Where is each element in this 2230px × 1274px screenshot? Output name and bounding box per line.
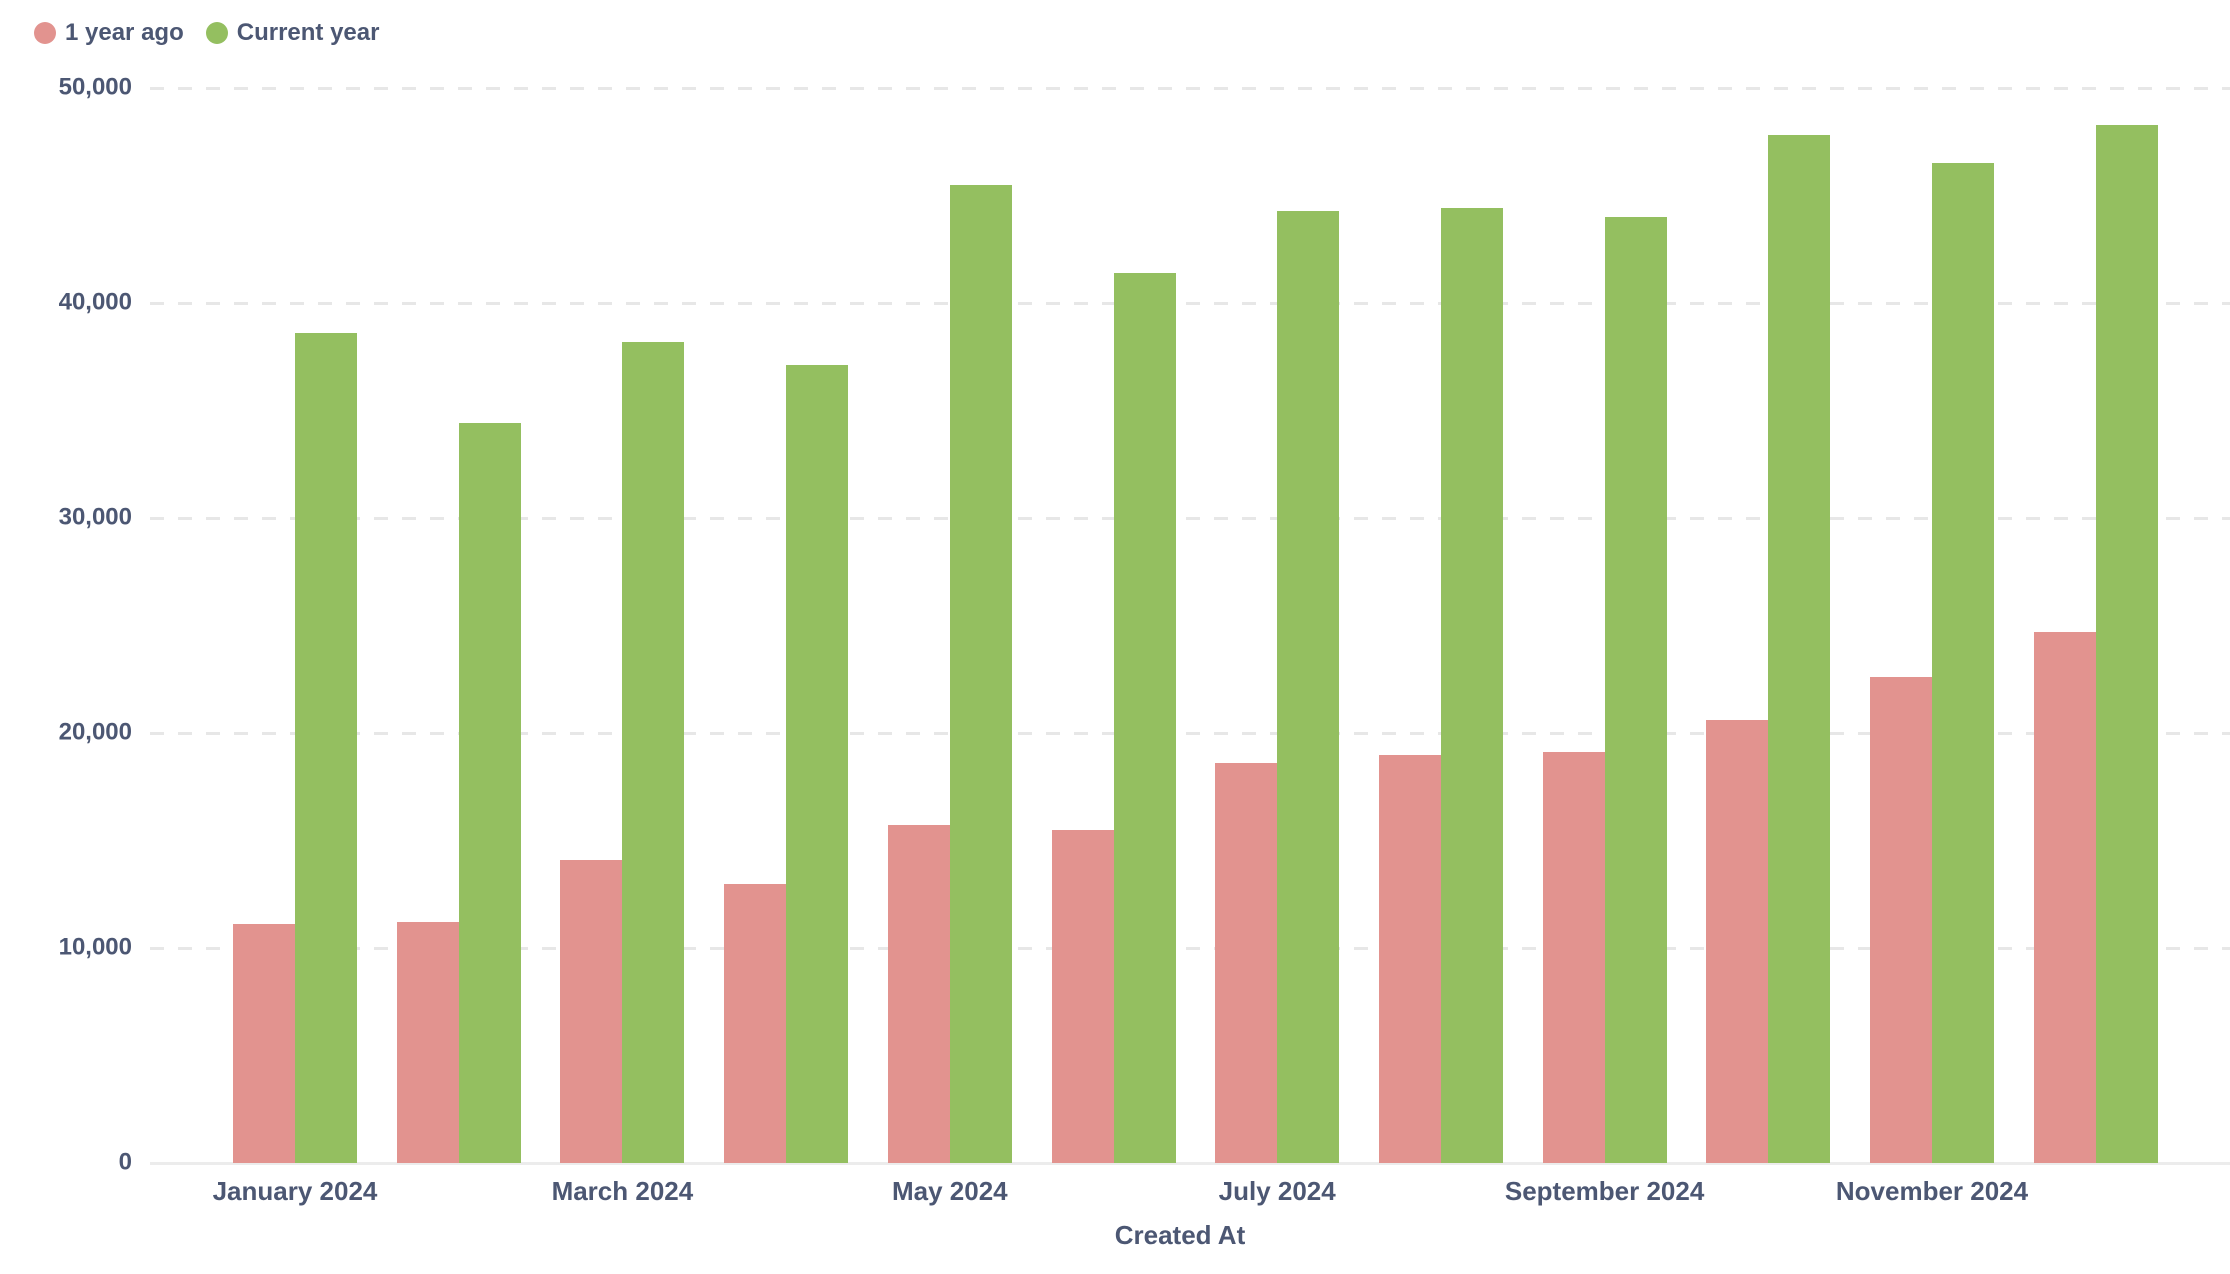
legend: 1 year ago Current year <box>34 18 379 48</box>
x-tick-label-november-2024: November 2024 <box>1835 1176 2029 1206</box>
bar-1-year-ago-september-2024[interactable] <box>1542 752 1605 1163</box>
bar-current-year-october-2024[interactable] <box>1768 135 1831 1163</box>
y-tick-label: 10,000 <box>58 933 132 961</box>
gridline <box>150 947 2230 950</box>
bar-current-year-february-2024[interactable] <box>458 423 521 1163</box>
x-axis-baseline <box>150 1162 2230 1165</box>
bar-current-year-may-2024[interactable] <box>949 184 1012 1163</box>
bar-current-year-march-2024[interactable] <box>622 341 685 1163</box>
bar-1-year-ago-february-2024[interactable] <box>396 922 459 1163</box>
gridline <box>150 302 2230 305</box>
gridline <box>150 732 2230 735</box>
legend-label-1-year-ago: 1 year ago <box>65 19 184 46</box>
bar-current-year-november-2024[interactable] <box>1932 163 1994 1163</box>
legend-item-current-year[interactable]: Current year <box>205 18 380 48</box>
bar-1-year-ago-april-2024[interactable] <box>724 883 787 1163</box>
bar-current-year-april-2024[interactable] <box>786 365 849 1163</box>
bar-1-year-ago-july-2024[interactable] <box>1215 763 1278 1163</box>
y-tick-label: 30,000 <box>58 503 132 531</box>
x-tick-label-january-2024: January 2024 <box>212 1176 378 1206</box>
bar-1-year-ago-october-2024[interactable] <box>1706 720 1769 1163</box>
legend-circle-icon <box>34 22 56 44</box>
bar-1-year-ago-august-2024[interactable] <box>1378 754 1441 1163</box>
x-axis-title: Created At <box>1114 1220 1246 1250</box>
gridline <box>150 517 2230 520</box>
bar-current-year-august-2024[interactable] <box>1440 208 1503 1163</box>
bar-current-year-december-2024[interactable] <box>2095 124 2158 1163</box>
legend-circle-icon <box>205 22 228 44</box>
bar-1-year-ago-january-2024[interactable] <box>233 924 295 1163</box>
y-tick-label: 40,000 <box>58 288 132 316</box>
gridline <box>150 87 2230 90</box>
y-tick-label: 0 <box>118 1148 132 1176</box>
x-tick-label-march-2024: March 2024 <box>551 1176 694 1206</box>
y-tick-label: 20,000 <box>58 718 132 746</box>
bar-1-year-ago-may-2024[interactable] <box>887 825 950 1163</box>
bar-1-year-ago-june-2024[interactable] <box>1051 829 1114 1163</box>
bar-current-year-september-2024[interactable] <box>1604 217 1667 1163</box>
x-tick-label-may-2024: May 2024 <box>891 1176 1008 1206</box>
bar-current-year-january-2024[interactable] <box>295 333 357 1163</box>
legend-item-1-year-ago[interactable]: 1 year ago <box>34 18 184 48</box>
x-tick-label-september-2024: September 2024 <box>1504 1176 1705 1206</box>
legend-label-current-year: Current year <box>236 19 380 46</box>
bar-1-year-ago-march-2024[interactable] <box>560 859 623 1163</box>
bar-1-year-ago-november-2024[interactable] <box>1870 677 1932 1163</box>
bar-current-year-july-2024[interactable] <box>1277 210 1340 1163</box>
y-tick-label: 50,000 <box>58 73 132 101</box>
x-tick-label-july-2024: July 2024 <box>1218 1176 1336 1206</box>
bar-current-year-june-2024[interactable] <box>1113 272 1176 1163</box>
bar-1-year-ago-december-2024[interactable] <box>2033 631 2096 1163</box>
